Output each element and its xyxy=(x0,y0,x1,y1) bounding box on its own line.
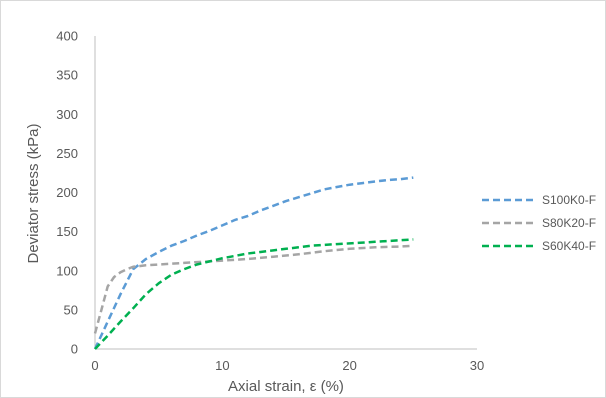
legend-label: S80K20-F xyxy=(542,216,596,230)
y-axis-title: Deviator stress (kPa) xyxy=(25,123,42,263)
x-axis-title: Axial strain, ε (%) xyxy=(228,378,344,395)
y-tick-label: 0 xyxy=(71,342,78,357)
legend-label: S60K40-F xyxy=(542,239,596,253)
y-tick-label: 50 xyxy=(64,302,78,317)
y-tick-label: 350 xyxy=(56,68,78,83)
series-line-s60k40-f xyxy=(94,238,414,350)
y-tick-label: 250 xyxy=(56,146,78,161)
x-tick-label: 20 xyxy=(342,358,356,373)
legend-item-s60k40-f: S60K40-F xyxy=(482,239,596,253)
series-lines xyxy=(93,176,414,350)
series-line-s100k0-f xyxy=(93,176,414,350)
series-line-s80k20-f xyxy=(93,244,414,334)
legend-item-s100k0-f: S100K0-F xyxy=(482,193,596,207)
legend-label: S100K0-F xyxy=(542,193,596,207)
y-tick-label: 300 xyxy=(56,107,78,122)
x-tick-labels: 0 10 20 30 xyxy=(91,358,484,373)
y-tick-labels: 0 50 100 150 200 250 300 350 400 xyxy=(56,29,78,357)
y-tick-label: 200 xyxy=(56,185,78,200)
y-tick-label: 400 xyxy=(56,29,78,44)
legend-item-s80k20-f: S80K20-F xyxy=(482,216,596,230)
y-tick-label: 150 xyxy=(56,224,78,239)
x-tick-label: 0 xyxy=(91,358,98,373)
x-tick-label: 10 xyxy=(215,358,229,373)
legend: S100K0-F S80K20-F S60K40-F xyxy=(482,193,596,253)
y-tick-label: 100 xyxy=(56,263,78,278)
x-tick-label: 30 xyxy=(470,358,484,373)
